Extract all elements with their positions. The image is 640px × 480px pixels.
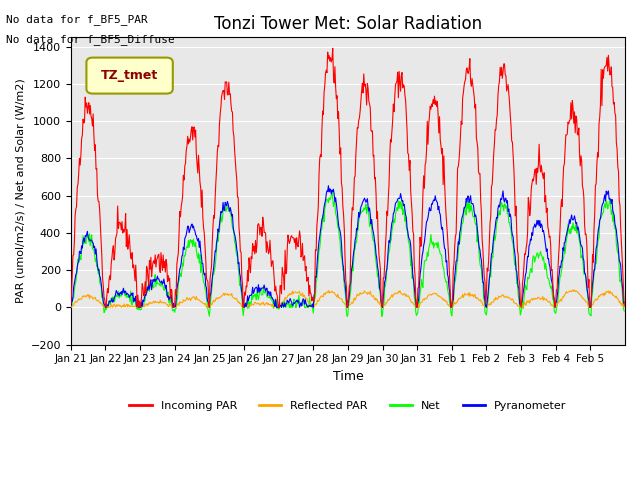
- Y-axis label: PAR (umol/m2/s) / Net and Solar (W/m2): PAR (umol/m2/s) / Net and Solar (W/m2): [15, 79, 25, 303]
- X-axis label: Time: Time: [333, 370, 364, 383]
- Text: No data for f_BF5_Diffuse: No data for f_BF5_Diffuse: [6, 34, 175, 45]
- Text: No data for f_BF5_PAR: No data for f_BF5_PAR: [6, 14, 148, 25]
- Text: TZ_tmet: TZ_tmet: [101, 69, 158, 83]
- Title: Tonzi Tower Met: Solar Radiation: Tonzi Tower Met: Solar Radiation: [214, 15, 482, 33]
- Legend: Incoming PAR, Reflected PAR, Net, Pyranometer: Incoming PAR, Reflected PAR, Net, Pyrano…: [125, 397, 571, 416]
